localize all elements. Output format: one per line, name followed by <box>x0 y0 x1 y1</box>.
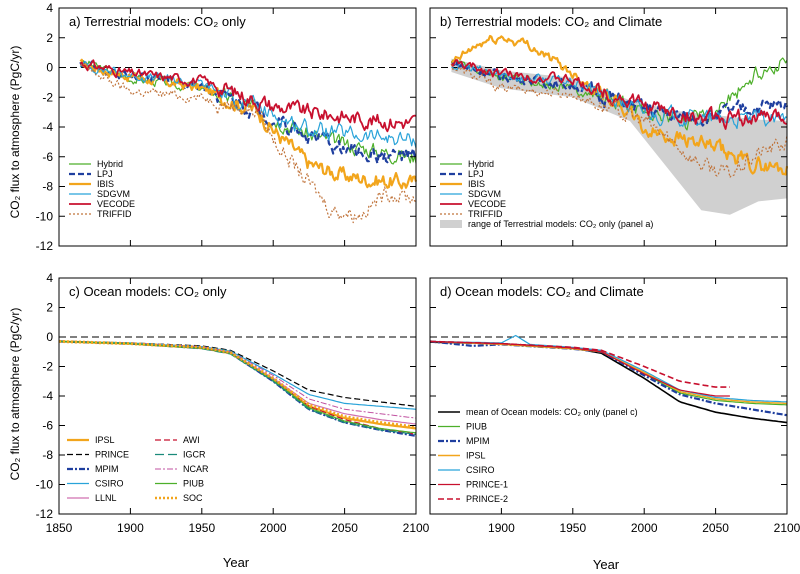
legend-label: PRINCE-1 <box>466 480 508 490</box>
legend-label: range of Terrestrial models: CO₂ only (p… <box>468 219 653 229</box>
y-tick-label: -2 <box>42 360 53 374</box>
range-band <box>451 58 787 215</box>
y-tick-label: 4 <box>46 271 53 285</box>
legend-label: PRINCE <box>95 450 129 460</box>
legend-label: IBIS <box>97 179 114 189</box>
x-tick-label: 1900 <box>488 521 515 535</box>
x-tick-label: 2050 <box>702 521 729 535</box>
legend-label: VECODE <box>468 199 506 209</box>
legend-swatch-band <box>440 220 462 228</box>
legend-label: SDGVM <box>97 189 130 199</box>
y-tick-label: -8 <box>42 448 53 462</box>
y-tick-label: 4 <box>46 1 53 15</box>
series-line-triffid <box>79 62 417 224</box>
y-tick-label: -10 <box>36 209 54 223</box>
legend-label: SOC <box>183 493 203 503</box>
legend-label: PIUB <box>183 479 204 489</box>
y-tick-label: 2 <box>46 31 53 45</box>
y-tick-label: -6 <box>42 419 53 433</box>
series-line-ibis <box>451 34 789 176</box>
legend-label: VECODE <box>97 199 135 209</box>
panel-b: b) Terrestrial models: CO₂ and Climate Hy… <box>429 7 789 247</box>
y-tick-label: 0 <box>46 61 53 75</box>
legend-label: IPSL <box>95 435 115 445</box>
legend-label: LLNL <box>95 493 117 503</box>
series-line-llnl <box>58 340 417 425</box>
series-line-mpim <box>429 340 788 417</box>
x-tick-label: 1950 <box>559 521 586 535</box>
series-line-prince-2 <box>429 340 730 388</box>
legend-label: MPIM <box>95 464 119 474</box>
y-tick-label: 2 <box>46 301 53 315</box>
x-axis-label-right: Year <box>593 557 620 572</box>
panel-a: 4 2 0 -2 -4 -6 -8 -10 -12 a) Terrestrial models: … <box>36 1 418 253</box>
y-tick-label: -4 <box>42 120 53 134</box>
legend-label: CSIRO <box>466 465 495 475</box>
series-line-ncar <box>58 340 417 419</box>
series-line-soc <box>58 339 417 429</box>
series-line-ibis <box>79 58 418 190</box>
series-line-piub <box>429 340 788 406</box>
x-tick-label: 2100 <box>774 521 800 535</box>
legend-label: Hybrid <box>97 159 123 169</box>
legend-label: MPIM <box>466 436 490 446</box>
y-tick-label: -12 <box>36 239 54 253</box>
series-line-ipsl <box>429 340 788 405</box>
legend-label: mean of Ocean models: CO₂ only (panel c) <box>466 407 638 417</box>
legend-label: Hybrid <box>468 159 494 169</box>
y-tick-label: -4 <box>42 389 53 403</box>
x-axis-label-left: Year <box>223 555 250 570</box>
series-line-prince-1 <box>429 340 730 397</box>
y-axis-label-top: CO₂ flux to atmosphere (PgC/yr) <box>8 46 22 219</box>
y-tick-label: -2 <box>42 90 53 104</box>
legend-label: PRINCE-2 <box>466 494 508 504</box>
legend-label: IBIS <box>468 179 485 189</box>
series-line-csiro <box>58 340 417 410</box>
y-tick-label: -6 <box>42 150 53 164</box>
legend-label: LPJ <box>468 169 484 179</box>
legend-label: IGCR <box>183 450 206 460</box>
legend-label: NCAR <box>183 464 209 474</box>
y-tick-label: -12 <box>36 507 54 521</box>
series-line-triffid <box>450 64 788 179</box>
panel-title: b) Terrestrial models: CO₂ and Climate <box>440 14 662 29</box>
x-tick-label: 2100 <box>403 521 430 535</box>
x-tick-label: 1950 <box>188 521 215 535</box>
legend-label: AWI <box>183 435 200 445</box>
x-tick-label: 1850 <box>46 521 73 535</box>
x-tick-label: 1900 <box>117 521 144 535</box>
legend-label: PIUB <box>466 422 487 432</box>
panel-d: 1900 1950 2000 2050 2100 d) Ocean models: CO₂… <box>429 277 800 535</box>
series-line-vecode <box>79 59 417 133</box>
x-tick-label: 2050 <box>331 521 358 535</box>
legend-label: CSIRO <box>95 479 124 489</box>
x-tick-label: 2000 <box>260 521 287 535</box>
series-line-prince <box>58 340 417 407</box>
legend-label: TRIFFID <box>97 209 132 219</box>
panel-title: c) Ocean models: CO₂ only <box>69 284 227 299</box>
legend-label: TRIFFID <box>468 209 503 219</box>
series-line-sdgvm <box>79 60 417 149</box>
y-axis-label-bottom: CO₂ flux to atmosphere (PgC/yr) <box>8 308 22 481</box>
y-tick-label: 0 <box>46 330 53 344</box>
legend-label: IPSL <box>466 451 486 461</box>
y-tick-label: -8 <box>42 180 53 194</box>
panel-title: d) Ocean models: CO₂ and Climate <box>440 284 644 299</box>
legend-label: SDGVM <box>468 189 501 199</box>
x-tick-label: 2000 <box>631 521 658 535</box>
legend-label: LPJ <box>97 169 113 179</box>
panel-title: a) Terrestrial models: CO₂ only <box>69 14 246 29</box>
y-tick-label: -10 <box>36 478 54 492</box>
series-line-vecode <box>450 59 788 130</box>
